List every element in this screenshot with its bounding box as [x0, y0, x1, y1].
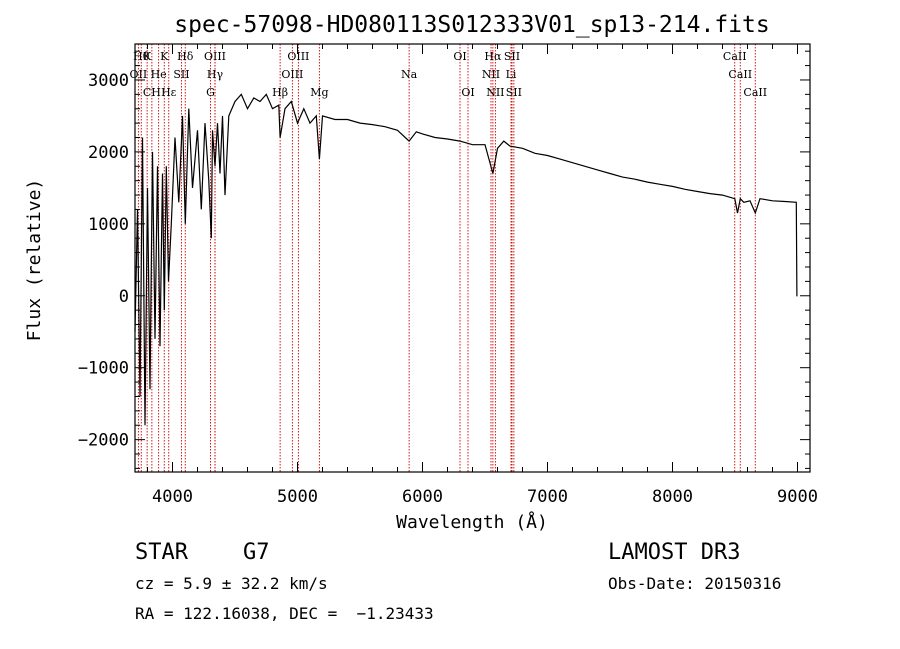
coordinates: RA = 122.16038, DEC = −1.23433	[135, 604, 434, 623]
line-marker-label: Mg	[310, 86, 328, 99]
line-marker-label: OI	[453, 50, 466, 63]
y-axis-ticks: −2000 −1000 0 1000 2000 3000	[78, 50, 810, 469]
y-tick-label: −1000	[78, 359, 129, 379]
y-tick-label: 1000	[88, 215, 129, 235]
emission-line-markers	[137, 44, 756, 472]
y-tick-label: −2000	[78, 431, 129, 451]
line-marker-label: CaII	[743, 86, 767, 99]
line-marker-label: Hβ	[272, 86, 288, 99]
line-marker-label: He	[151, 68, 167, 81]
line-marker-label: Li	[506, 68, 517, 81]
line-marker-label: OI	[461, 86, 474, 99]
line-marker-label: OIII	[281, 68, 303, 81]
x-tick-label: 6000	[402, 487, 443, 507]
x-tick-label: 8000	[652, 487, 693, 507]
line-marker-label: G	[206, 86, 215, 99]
redshift-value: cz = 5.9 ± 32.2 km/s	[135, 574, 328, 593]
x-tick-label: 4000	[152, 487, 193, 507]
spectral-subclass: G7	[243, 540, 270, 565]
y-tick-label: 2000	[88, 143, 129, 163]
line-marker-label: SII	[504, 50, 520, 63]
x-tick-label: 7000	[527, 487, 568, 507]
observation-date: Obs-Date: 20150316	[608, 574, 782, 593]
line-marker-label: CaII	[728, 68, 752, 81]
x-axis-ticks: 4000 5000 6000 7000 8000 9000	[147, 44, 818, 507]
line-marker-label: SII	[173, 68, 189, 81]
line-marker-label: Hα	[484, 50, 502, 63]
line-marker-label: Hδ	[177, 50, 194, 63]
line-marker-label: OIII	[287, 50, 309, 63]
line-marker-label: OIII	[204, 50, 226, 63]
line-marker-label: K	[143, 50, 152, 63]
survey-name: LAMOST DR3	[608, 540, 741, 565]
line-marker-label: NII	[486, 86, 504, 99]
line-marker-label: K	[160, 50, 169, 63]
line-marker-label: OII	[130, 68, 148, 81]
line-marker-label: Hε	[161, 86, 177, 99]
y-tick-label: 0	[119, 287, 129, 307]
chart-title: spec-57098-HD080113S012333V01_sp13-214.f…	[174, 12, 769, 38]
y-tick-label: 3000	[88, 71, 129, 91]
object-class: STAR	[135, 540, 188, 565]
x-axis-label: Wavelength (Å)	[396, 511, 548, 533]
spectrum-line	[134, 93, 798, 426]
line-marker-label: CaII	[723, 50, 747, 63]
x-tick-label: 9000	[777, 487, 818, 507]
y-axis-label: Flux (relative)	[24, 179, 45, 342]
plot-frame	[134, 43, 811, 473]
line-marker-label: NII	[482, 68, 500, 81]
x-tick-label: 5000	[277, 487, 318, 507]
line-marker-label: SII	[506, 86, 522, 99]
line-marker-label: CH	[143, 86, 161, 99]
line-marker-label: Na	[401, 68, 418, 81]
line-marker-label: Hγ	[207, 68, 224, 81]
line-marker-label: Hθ	[133, 50, 150, 63]
